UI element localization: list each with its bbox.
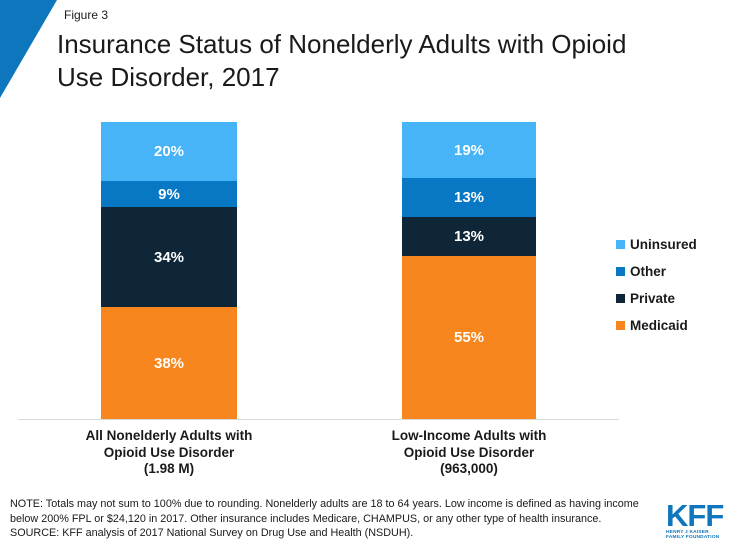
legend-label: Private	[630, 291, 676, 306]
bar-segment-value: 55%	[453, 329, 485, 346]
bar-segment-private: 34%	[101, 207, 237, 307]
bar-category-label: Low-Income Adults with Opioid Use Disord…	[391, 428, 547, 476]
bar-segment-value: 13%	[453, 228, 485, 245]
legend-label: Medicaid	[630, 318, 688, 333]
figure-label: Figure 3	[64, 8, 109, 22]
bar-stack: 20% 9% 34% 38%	[101, 122, 237, 419]
bar-segment-medicaid: 55%	[402, 256, 536, 419]
legend-item-private: Private	[616, 291, 697, 306]
legend-item-uninsured: Uninsured	[616, 237, 697, 252]
legend-label: Other	[630, 264, 667, 279]
legend-swatch-icon	[616, 321, 625, 330]
bar-segment-value: 19%	[453, 141, 485, 159]
kff-logo: KFF HENRY J KAISER FAMILY FOUNDATION	[666, 498, 732, 541]
bar-segment-value: 20%	[153, 143, 185, 160]
bar-segment-uninsured: 20%	[101, 122, 237, 181]
bar-segment-other: 13%	[402, 178, 536, 217]
bar-segment-value: 13%	[453, 189, 485, 206]
legend-label: Uninsured	[630, 237, 697, 252]
footer-note: NOTE: Totals may not sum to 100% due to …	[10, 497, 662, 541]
title-line-2: Use Disorder, 2017	[57, 62, 280, 92]
bar-segment-medicaid: 38%	[101, 307, 237, 419]
legend-item-other: Other	[616, 264, 697, 279]
bar-segment-uninsured: 19%	[402, 122, 536, 178]
title-line-1: Insurance Status of Nonelderly Adults wi…	[57, 29, 627, 59]
bar-stack: 19% 13% 13% 55%	[402, 122, 536, 419]
bar-segment-value: 34%	[153, 248, 185, 266]
legend-item-medicaid: Medicaid	[616, 318, 697, 333]
bar-segment-other: 9%	[101, 181, 237, 207]
source-text: SOURCE: KFF analysis of 2017 National Su…	[10, 527, 414, 540]
bar-category-label: All Nonelderly Adults with Opioid Use Di…	[85, 428, 253, 476]
bar-segment-value: 9%	[158, 185, 180, 203]
legend-swatch-icon	[616, 267, 625, 276]
legend: Uninsured Other Private Medicaid	[616, 237, 697, 345]
bar-segment-private: 13%	[402, 217, 536, 256]
kff-logo-text: KFF	[666, 498, 724, 533]
kff-logo-tagline: HENRY J KAISER FAMILY FOUNDATION	[666, 530, 720, 541]
legend-swatch-icon	[616, 294, 625, 303]
x-axis-line	[18, 419, 619, 420]
bar-segment-value: 38%	[153, 354, 185, 372]
note-text: NOTE: Totals may not sum to 100% due to …	[10, 498, 639, 525]
page-title: Insurance Status of Nonelderly Adults wi…	[57, 28, 626, 94]
legend-swatch-icon	[616, 240, 625, 249]
